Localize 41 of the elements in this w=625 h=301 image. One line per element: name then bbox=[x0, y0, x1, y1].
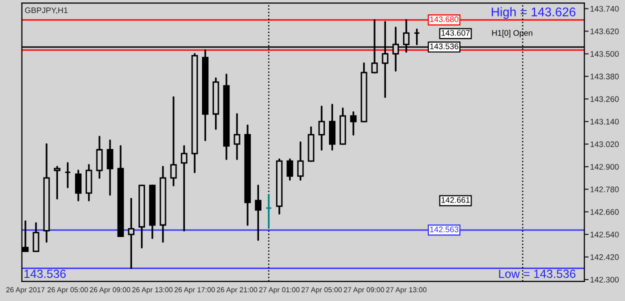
chart-title: GBPJPY,H1 bbox=[25, 7, 68, 14]
candlestick bbox=[234, 113, 240, 160]
candlestick bbox=[96, 136, 103, 179]
ref-line-label: 143.680 bbox=[430, 16, 458, 22]
annotation: 143.607 bbox=[442, 30, 470, 36]
candlestick bbox=[297, 141, 304, 181]
candlestick bbox=[86, 164, 92, 202]
candlestick bbox=[328, 104, 336, 151]
y-tick-label: 143.620 bbox=[590, 28, 619, 34]
candlestick bbox=[350, 111, 357, 136]
ref-line-label: 142.563 bbox=[430, 226, 458, 232]
y-tick-label: 142.420 bbox=[590, 254, 619, 260]
y-tick-label: 143.260 bbox=[590, 96, 619, 102]
y-tick-label: 142.540 bbox=[590, 232, 619, 238]
y-tick-label: 142.780 bbox=[590, 186, 619, 192]
candlestick bbox=[170, 96, 177, 186]
y-tick-label: 142.660 bbox=[590, 209, 619, 215]
y-tick-label: 142.900 bbox=[590, 164, 619, 170]
candlestick bbox=[106, 140, 114, 196]
annotation: H1[0] Open bbox=[492, 30, 532, 38]
annotation: High = 143.626 bbox=[492, 7, 576, 19]
candlestick bbox=[54, 166, 60, 200]
candlestick bbox=[318, 106, 325, 151]
annotation: 143.536 bbox=[24, 270, 66, 278]
candlestick bbox=[32, 222, 40, 252]
y-tick-label: 143.020 bbox=[590, 141, 619, 148]
y-tick-label: 143.500 bbox=[590, 51, 619, 57]
y-tick-label: 142.300 bbox=[590, 276, 619, 283]
y-tick-label: 143.740 bbox=[590, 6, 619, 12]
candlestick bbox=[180, 145, 188, 232]
annotation: 142.661 bbox=[442, 197, 470, 203]
candlestick bbox=[254, 184, 262, 241]
candlestick bbox=[75, 170, 82, 202]
candlestick bbox=[265, 194, 272, 228]
y-tick-label: 143.380 bbox=[590, 74, 619, 80]
y-tick-label: 143.140 bbox=[590, 118, 619, 125]
candlestick bbox=[64, 162, 71, 188]
candlestick bbox=[128, 198, 134, 270]
annotation: Low = 143.536 bbox=[499, 270, 576, 278]
candlestick bbox=[286, 158, 294, 181]
ref-line-label: 143.536 bbox=[430, 43, 458, 50]
